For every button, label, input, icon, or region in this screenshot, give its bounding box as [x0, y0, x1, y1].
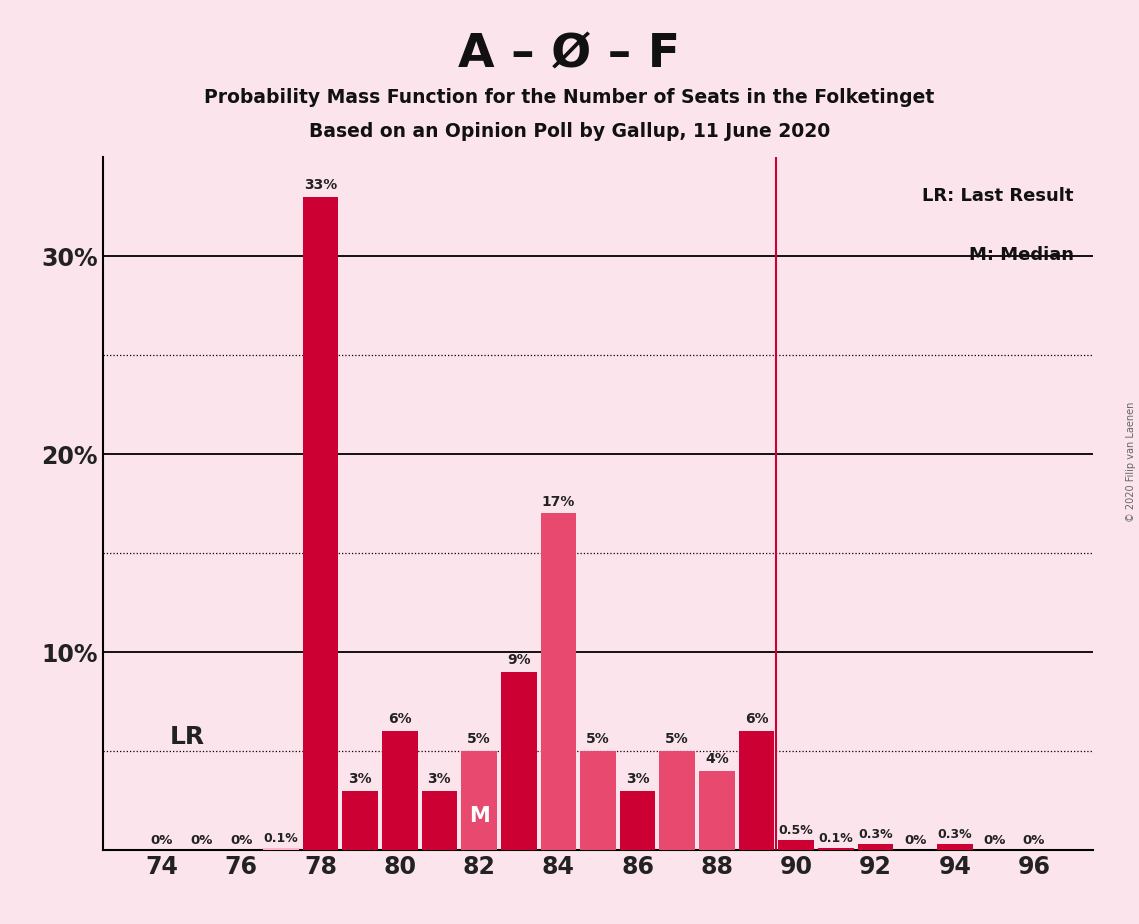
Bar — [382, 731, 418, 850]
Text: 9%: 9% — [507, 653, 531, 667]
Text: 0%: 0% — [1023, 834, 1046, 847]
Text: 3%: 3% — [427, 772, 451, 785]
Text: 0%: 0% — [150, 834, 173, 847]
Bar — [303, 197, 338, 850]
Text: A – Ø – F: A – Ø – F — [458, 32, 681, 78]
Text: 0%: 0% — [190, 834, 213, 847]
Text: 0.5%: 0.5% — [779, 824, 813, 837]
Text: 0.3%: 0.3% — [858, 828, 893, 841]
Text: LR: LR — [170, 725, 205, 749]
Text: © 2020 Filip van Laenen: © 2020 Filip van Laenen — [1126, 402, 1136, 522]
Text: 3%: 3% — [625, 772, 649, 785]
Bar — [461, 751, 497, 850]
Bar — [937, 845, 973, 850]
Bar — [541, 514, 576, 850]
Bar — [659, 751, 695, 850]
Text: M: M — [468, 807, 490, 826]
Bar — [778, 840, 814, 850]
Bar — [343, 791, 378, 850]
Text: 5%: 5% — [467, 732, 491, 747]
Text: 3%: 3% — [349, 772, 372, 785]
Text: LR: Last Result: LR: Last Result — [923, 187, 1074, 205]
Text: 0%: 0% — [904, 834, 926, 847]
Bar — [620, 791, 655, 850]
Text: 0%: 0% — [983, 834, 1006, 847]
Text: 0.3%: 0.3% — [937, 828, 972, 841]
Bar — [421, 791, 457, 850]
Text: Based on an Opinion Poll by Gallup, 11 June 2020: Based on an Opinion Poll by Gallup, 11 J… — [309, 122, 830, 141]
Text: M: Median: M: Median — [968, 246, 1074, 264]
Text: 0.1%: 0.1% — [263, 833, 298, 845]
Text: 6%: 6% — [388, 712, 411, 726]
Bar — [818, 848, 853, 850]
Text: Probability Mass Function for the Number of Seats in the Folketinget: Probability Mass Function for the Number… — [204, 88, 935, 107]
Text: 0%: 0% — [230, 834, 253, 847]
Text: 17%: 17% — [542, 494, 575, 508]
Bar — [858, 845, 893, 850]
Bar — [580, 751, 616, 850]
Text: 33%: 33% — [304, 177, 337, 192]
Text: 0.1%: 0.1% — [819, 833, 853, 845]
Text: 4%: 4% — [705, 752, 729, 766]
Text: 6%: 6% — [745, 712, 769, 726]
Bar — [699, 771, 735, 850]
Text: 5%: 5% — [665, 732, 689, 747]
Bar — [739, 731, 775, 850]
Bar — [263, 848, 298, 850]
Bar — [501, 672, 536, 850]
Text: 5%: 5% — [587, 732, 609, 747]
